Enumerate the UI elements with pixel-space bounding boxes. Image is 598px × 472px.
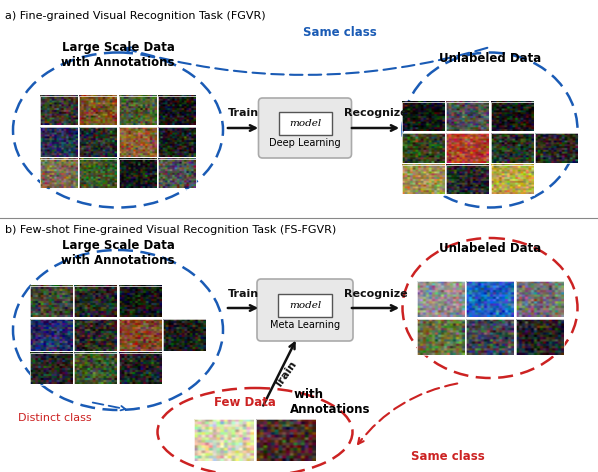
Text: Recognize: Recognize bbox=[344, 289, 407, 299]
Bar bbox=[119, 127, 157, 157]
Bar bbox=[39, 159, 78, 188]
Bar bbox=[74, 319, 117, 351]
Bar bbox=[158, 159, 196, 188]
Bar bbox=[74, 286, 117, 318]
Text: Distinct class: Distinct class bbox=[18, 413, 91, 423]
Text: Deep Learning: Deep Learning bbox=[269, 137, 341, 148]
Text: Large Scale Data
with Annotations: Large Scale Data with Annotations bbox=[61, 41, 175, 69]
Bar bbox=[402, 133, 445, 163]
Text: with
Annotations: with Annotations bbox=[290, 388, 371, 416]
Bar bbox=[119, 95, 157, 126]
FancyArrowPatch shape bbox=[125, 47, 487, 75]
FancyBboxPatch shape bbox=[257, 279, 353, 341]
Text: Same class: Same class bbox=[303, 25, 377, 39]
Bar bbox=[446, 133, 489, 163]
Bar bbox=[446, 165, 489, 194]
Bar bbox=[515, 281, 563, 317]
Bar bbox=[446, 101, 489, 132]
Text: Few Data: Few Data bbox=[214, 396, 276, 408]
Text: model: model bbox=[289, 119, 321, 128]
Bar bbox=[158, 127, 196, 157]
Bar bbox=[119, 319, 161, 351]
FancyArrowPatch shape bbox=[93, 403, 126, 410]
Bar bbox=[163, 319, 206, 351]
FancyBboxPatch shape bbox=[279, 112, 331, 135]
Bar bbox=[491, 101, 534, 132]
Bar bbox=[535, 133, 578, 163]
Text: Train: Train bbox=[227, 108, 258, 118]
Text: Recognize: Recognize bbox=[344, 108, 407, 118]
Text: a) Fine-grained Visual Recognition Task (FGVR): a) Fine-grained Visual Recognition Task … bbox=[5, 11, 266, 21]
FancyBboxPatch shape bbox=[258, 98, 352, 158]
FancyArrowPatch shape bbox=[358, 384, 457, 444]
Text: model: model bbox=[289, 301, 321, 310]
Text: Large Scale Data
with Annotations: Large Scale Data with Annotations bbox=[61, 239, 175, 267]
Bar bbox=[119, 159, 157, 188]
Bar bbox=[30, 319, 73, 351]
Bar bbox=[466, 319, 514, 355]
Text: Meta Learning: Meta Learning bbox=[270, 320, 340, 330]
Bar bbox=[80, 127, 117, 157]
Bar bbox=[402, 165, 445, 194]
Bar bbox=[416, 281, 465, 317]
Bar bbox=[39, 95, 78, 126]
Bar bbox=[491, 165, 534, 194]
Text: Same class: Same class bbox=[411, 449, 485, 463]
Text: Train: Train bbox=[227, 289, 258, 299]
Bar bbox=[402, 101, 445, 132]
Bar bbox=[515, 319, 563, 355]
Bar bbox=[491, 133, 534, 163]
Bar bbox=[466, 281, 514, 317]
Bar bbox=[158, 95, 196, 126]
Bar bbox=[119, 353, 161, 385]
Bar bbox=[39, 127, 78, 157]
Text: Unlabeled Data: Unlabeled Data bbox=[439, 51, 541, 65]
Bar bbox=[30, 286, 73, 318]
Bar bbox=[74, 353, 117, 385]
Bar bbox=[30, 353, 73, 385]
Bar bbox=[256, 419, 316, 461]
Text: b) Few-shot Fine-grained Visual Recognition Task (FS-FGVR): b) Few-shot Fine-grained Visual Recognit… bbox=[5, 225, 336, 235]
Text: Train: Train bbox=[273, 359, 299, 391]
Bar bbox=[80, 95, 117, 126]
Text: Unlabeled Data: Unlabeled Data bbox=[439, 242, 541, 254]
Bar bbox=[80, 159, 117, 188]
Bar bbox=[416, 319, 465, 355]
FancyBboxPatch shape bbox=[277, 294, 332, 318]
Bar bbox=[194, 419, 254, 461]
Bar bbox=[119, 286, 161, 318]
